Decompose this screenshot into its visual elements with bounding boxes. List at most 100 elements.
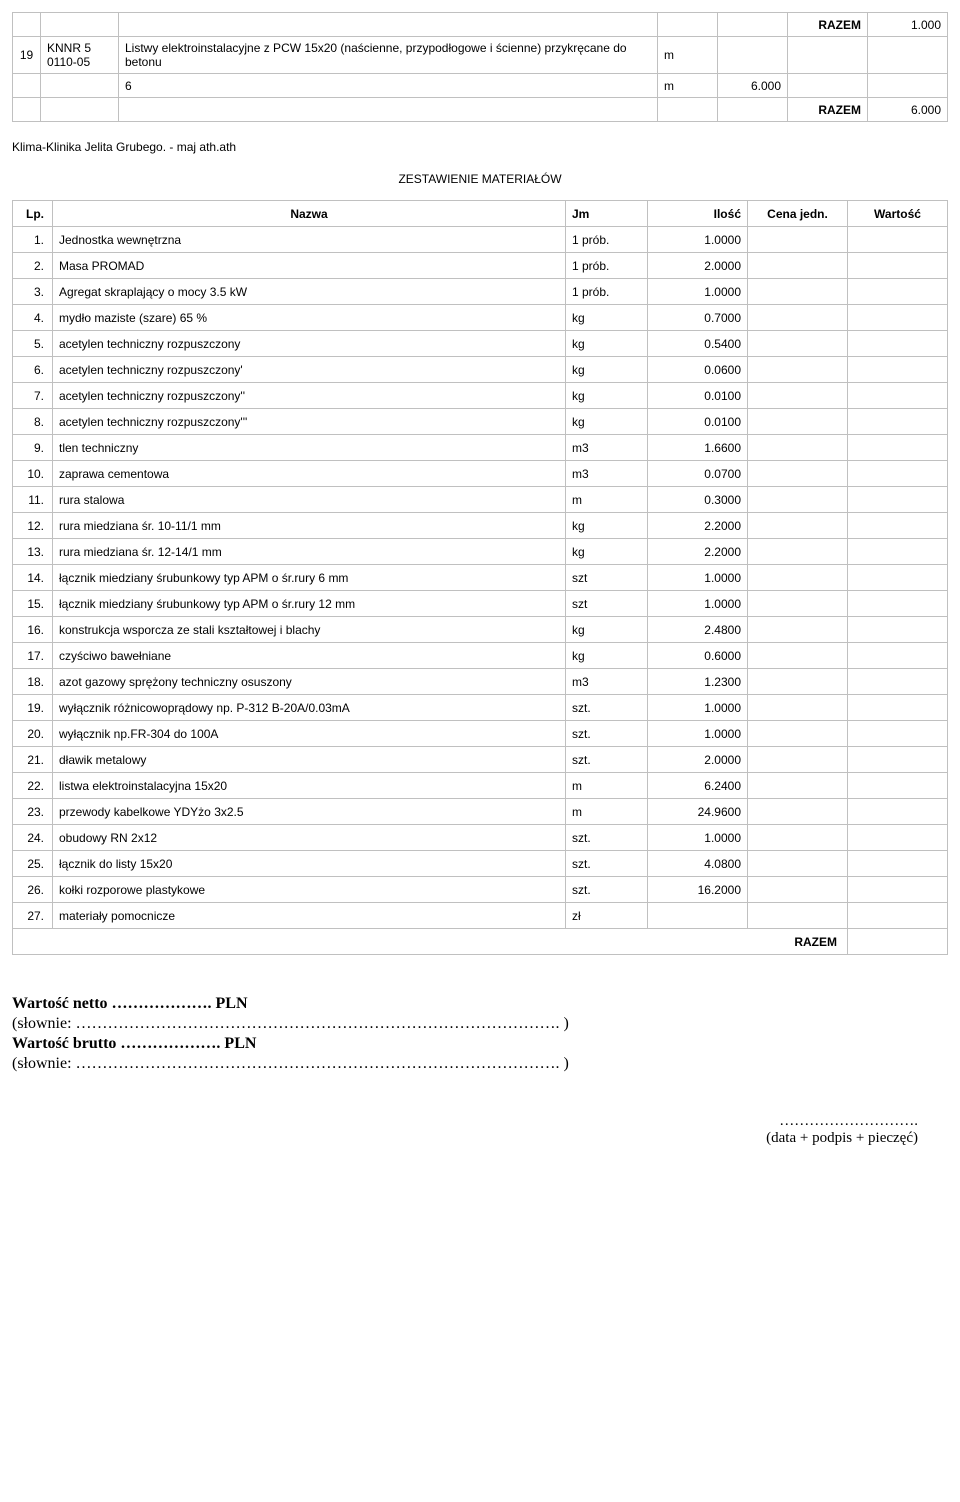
cell-jm: zł [566,903,648,929]
cell-cena [748,227,848,253]
cell-lp: 22. [13,773,53,799]
cell-cena [748,305,848,331]
table-row: 27.materiały pomocniczezł [13,903,948,929]
cell-ilosc: 2.0000 [648,253,748,279]
cell-cena [748,487,848,513]
header-lp: Lp. [13,201,53,227]
cell-name: rura miedziana śr. 10-11/1 mm [53,513,566,539]
table-row: 17.czyściwo bawełnianekg0.6000 [13,643,948,669]
cell-name: rura miedziana śr. 12-14/1 mm [53,539,566,565]
footer-line-1: Wartość netto ………………. PLN [12,995,948,1013]
cell-ilosc: 0.0600 [648,357,748,383]
cell-ilosc: 1.0000 [648,227,748,253]
cell-cena [748,435,848,461]
cell-name: Masa PROMAD [53,253,566,279]
cell-jm: m3 [566,669,648,695]
cell-lp: 25. [13,851,53,877]
cell-cena [748,357,848,383]
cell-jm: szt. [566,877,648,903]
header-nazwa: Nazwa [53,201,566,227]
table-row: 11.rura stalowam0.3000 [13,487,948,513]
cell-jm: m3 [566,461,648,487]
cell-cena [748,877,848,903]
cell-lp: 23. [13,799,53,825]
cell-wartosc [848,357,948,383]
table-row: 14.łącznik miedziany śrubunkowy typ APM … [13,565,948,591]
cell-wartosc [848,487,948,513]
cell-jm: kg [566,643,648,669]
cell-cena [748,721,848,747]
cell-cena [748,799,848,825]
table-row: 12.rura miedziana śr. 10-11/1 mmkg2.2000 [13,513,948,539]
cell-jm: 1 prób. [566,279,648,305]
cell-name: azot gazowy sprężony techniczny osuszony [53,669,566,695]
cell-jm: 1 prób. [566,227,648,253]
cell-cena [748,383,848,409]
razem-value-1: 1.000 [868,13,948,37]
cell-lp: 18. [13,669,53,695]
cell-wartosc [848,903,948,929]
cell-wartosc [848,435,948,461]
cell-jm: kg [566,357,648,383]
top-razem-row-2: RAZEM 6.000 [13,98,948,122]
cell-wartosc [848,877,948,903]
cell-lp: 19. [13,695,53,721]
cell-ilosc: 0.7000 [648,305,748,331]
cell-lp: 20. [13,721,53,747]
cell-ilosc: 2.0000 [648,747,748,773]
cell-ilosc: 1.0000 [648,279,748,305]
cell-jm: szt. [566,695,648,721]
cell-name: listwa elektroinstalacyjna 15x20 [53,773,566,799]
cell-lp: 7. [13,383,53,409]
cell-name: acetylen techniczny rozpuszczony'' [53,383,566,409]
cell-name: zaprawa cementowa [53,461,566,487]
cell-jm: m [566,487,648,513]
signature-block: ………………………. (data + podpis + pieczęć) [12,1113,948,1147]
cell-jm: m3 [566,435,648,461]
cell-lp: 13. [13,539,53,565]
cell-ilosc: 1.0000 [648,695,748,721]
cell-wartosc [848,851,948,877]
materials-table: Lp. Nazwa Jm Ilość Cena jedn. Wartość 1.… [12,200,948,955]
top-qty-row: 6 m 6.000 [13,74,948,98]
cell-cena [748,461,848,487]
cell-ilosc: 1.6600 [648,435,748,461]
table-row: 1.Jednostka wewnętrzna1 prób.1.0000 [13,227,948,253]
cell-lp: 15. [13,591,53,617]
top-qty-label: 6 [119,74,658,98]
footer-line-3: Wartość brutto ………………. PLN [12,1035,948,1053]
cell-ilosc: 0.0100 [648,383,748,409]
razem-label-1: RAZEM [788,13,868,37]
cell-cena [748,565,848,591]
cell-name: łącznik miedziany śrubunkowy typ APM o ś… [53,591,566,617]
table-row: 19.wyłącznik różnicowoprądowy np. P-312 … [13,695,948,721]
table-row: 15.łącznik miedziany śrubunkowy typ APM … [13,591,948,617]
cell-name: obudowy RN 2x12 [53,825,566,851]
table-row: 10.zaprawa cementowam30.0700 [13,461,948,487]
header-info: Klima-Klinika Jelita Grubego. - maj ath.… [12,140,948,154]
cell-jm: szt. [566,851,648,877]
cell-name: łącznik do listy 15x20 [53,851,566,877]
cell-cena [748,331,848,357]
cell-name: tlen techniczny [53,435,566,461]
cell-lp: 8. [13,409,53,435]
cell-cena [748,695,848,721]
table-row: 26.kołki rozporowe plastykoweszt.16.2000 [13,877,948,903]
cell-jm: kg [566,305,648,331]
cell-name: przewody kabelkowe YDYżo 3x2.5 [53,799,566,825]
cell-jm: szt [566,591,648,617]
cell-wartosc [848,305,948,331]
cell-lp: 2. [13,253,53,279]
cell-wartosc [848,747,948,773]
cell-wartosc [848,695,948,721]
cell-cena [748,591,848,617]
cell-ilosc: 0.0100 [648,409,748,435]
cell-jm: m [566,799,648,825]
table-row: 7.acetylen techniczny rozpuszczony''kg0.… [13,383,948,409]
cell-ilosc: 1.0000 [648,591,748,617]
cell-wartosc [848,799,948,825]
header-wartosc: Wartość [848,201,948,227]
footer-line-2: (słownie: ………………………………………………………………………………… [12,1015,948,1033]
table-row: 16.konstrukcja wsporcza ze stali kształt… [13,617,948,643]
cell-jm: szt. [566,747,648,773]
